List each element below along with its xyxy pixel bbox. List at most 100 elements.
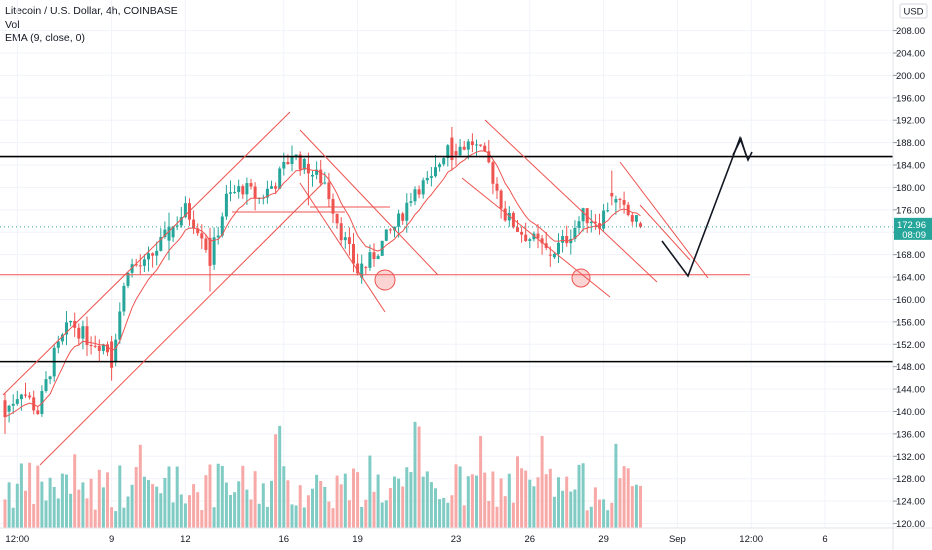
- candle-body: [159, 237, 163, 251]
- volume-bar: [270, 480, 273, 528]
- volume-bar: [237, 481, 241, 528]
- candle-body: [130, 264, 134, 273]
- chart-grid: [0, 0, 893, 528]
- volume-bar: [159, 493, 163, 528]
- volume-bar: [52, 486, 56, 528]
- volume-bar: [335, 475, 339, 528]
- volume-bar: [585, 510, 589, 528]
- time-tick-label: 19: [352, 534, 363, 545]
- candle-body: [183, 203, 187, 218]
- volume-bar: [19, 463, 23, 528]
- volume-bar: [290, 504, 294, 528]
- price-tick-label: 164.00: [896, 273, 925, 284]
- candle-body: [11, 403, 15, 406]
- falling-channel-upper-2: [484, 119, 658, 283]
- candle-body: [511, 212, 515, 228]
- candle-body: [339, 223, 343, 241]
- candle-body: [216, 235, 220, 238]
- volume-bar: [265, 506, 269, 528]
- candle-body: [520, 231, 524, 235]
- volume-bar: [565, 476, 569, 528]
- candle-body: [429, 176, 433, 178]
- candle-body: [204, 238, 208, 250]
- volume-bar: [491, 471, 495, 528]
- candle-body: [3, 400, 7, 418]
- price-tick-label: 188.00: [896, 138, 925, 149]
- volume-bar: [134, 467, 138, 528]
- time-tick-label: 12:00: [739, 534, 763, 545]
- volume-bar: [462, 505, 466, 528]
- candle-body: [192, 219, 196, 229]
- candle-body: [581, 208, 585, 222]
- candle-body: [233, 192, 237, 194]
- candle-body: [499, 190, 503, 209]
- volume-bar: [56, 498, 60, 528]
- candle-body: [200, 233, 204, 239]
- volume-bar: [163, 477, 167, 528]
- volume-bar: [540, 435, 544, 528]
- volume-bar: [516, 456, 519, 528]
- candle-body: [155, 250, 159, 256]
- candle-body: [245, 183, 249, 195]
- candle-body: [237, 186, 241, 193]
- candle-body: [65, 322, 68, 335]
- volume-bar: [147, 480, 150, 528]
- candle-body: [24, 394, 27, 396]
- price-tick-label: 160.00: [896, 295, 925, 306]
- volume-bar: [196, 492, 200, 528]
- volume-bar: [532, 486, 536, 528]
- candle-body: [56, 341, 60, 348]
- volume-bar: [593, 487, 597, 528]
- price-tick-label: 168.00: [896, 250, 925, 261]
- volume-bar: [577, 464, 581, 528]
- candle-body: [503, 208, 507, 221]
- volume-bar: [466, 476, 470, 528]
- price-tick-label: 196.00: [896, 93, 925, 104]
- candle-body: [602, 210, 606, 229]
- candle-body: [618, 199, 622, 201]
- volume-bar: [85, 498, 89, 528]
- time-tick-label: Sep: [669, 534, 686, 545]
- candle-body: [450, 137, 454, 160]
- time-axis: 12:00 9 12 16 19 23 26 29 Sep 12:00 6: [0, 527, 932, 545]
- candle-body: [343, 237, 347, 241]
- volume-bar: [598, 499, 601, 528]
- volume-bar: [438, 499, 442, 528]
- candle-body: [85, 326, 89, 345]
- volume-bar: [384, 500, 388, 528]
- volume-bar: [151, 484, 155, 528]
- volume-bar: [429, 482, 433, 528]
- candle-body: [270, 186, 273, 189]
- volume-bar: [229, 494, 232, 528]
- candle-body: [60, 334, 64, 342]
- candle-body: [552, 253, 556, 258]
- volume-bar: [118, 465, 122, 528]
- candle-body: [212, 237, 216, 265]
- candle-body: [331, 199, 335, 214]
- volume-bar: [409, 472, 413, 528]
- support-highlight-circle: [571, 268, 591, 288]
- chart-legend: Litecoin / U.S. Dollar, 4h, COINBASE Vol…: [5, 5, 178, 46]
- volume-bar: [479, 435, 483, 528]
- candle-body: [282, 161, 286, 169]
- volume-bar: [606, 510, 610, 528]
- volume-bar: [233, 492, 237, 528]
- candle-body: [557, 242, 560, 254]
- volume-bar: [167, 466, 171, 528]
- candle-body: [516, 227, 519, 232]
- candle-body: [630, 215, 634, 222]
- candle-body: [7, 405, 11, 412]
- volume-bar: [188, 495, 191, 528]
- volume-bar: [114, 511, 118, 528]
- volume-bar: [24, 490, 27, 528]
- candle-body: [524, 234, 528, 241]
- price-tick-label: 136.00: [896, 429, 925, 440]
- volume-bar: [319, 481, 323, 528]
- volume-bar: [110, 507, 114, 528]
- candle-body: [106, 344, 109, 353]
- volume-bar: [200, 510, 204, 528]
- candle-body: [224, 193, 228, 217]
- candle-body: [323, 182, 327, 184]
- volume-bar: [245, 489, 249, 528]
